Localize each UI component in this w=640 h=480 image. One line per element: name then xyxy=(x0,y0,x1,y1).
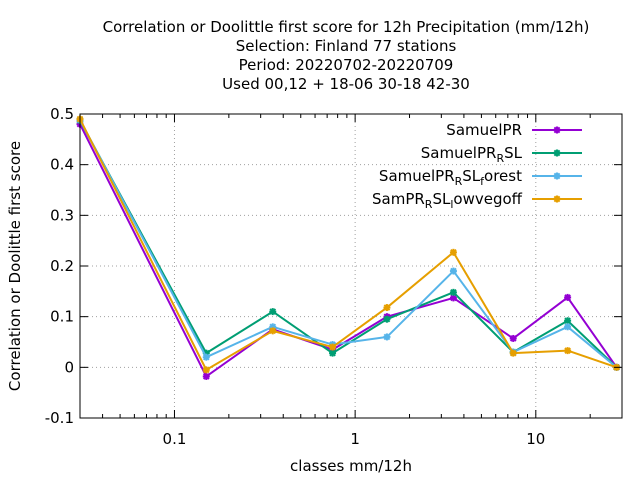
data-point xyxy=(449,288,457,296)
series-1 xyxy=(76,117,621,371)
series-line xyxy=(79,118,617,371)
series-3 xyxy=(76,115,621,374)
legend-label-part: SL xyxy=(462,167,481,185)
data-point xyxy=(564,293,572,301)
data-point xyxy=(269,308,277,316)
legend-label-part: R xyxy=(496,152,504,165)
grid xyxy=(80,113,622,419)
legend-item: SamuelPRRSLforest xyxy=(379,167,582,188)
data-point xyxy=(383,333,391,341)
data-point xyxy=(553,172,561,180)
x-axis-label: classes mm/12h xyxy=(290,457,412,475)
data-point xyxy=(553,149,561,157)
legend-label: SamuelPR xyxy=(446,121,522,139)
legend-label-part: SamuelPR xyxy=(379,167,455,185)
legend-item: SamuelPRRSL xyxy=(421,144,582,165)
title-line: Correlation or Doolittle first score for… xyxy=(103,18,590,36)
legend-label-part: R xyxy=(455,175,463,188)
y-axis-label: Correlation or Doolittle first score xyxy=(6,141,24,391)
y-tick-label: 0.3 xyxy=(50,206,74,224)
data-point xyxy=(202,366,210,374)
legend-label-part: R xyxy=(425,198,433,211)
y-tick-label: 0.5 xyxy=(50,105,74,123)
x-tick-label: 1 xyxy=(350,430,360,448)
x-tick-label: 10 xyxy=(526,430,545,448)
data-point xyxy=(449,248,457,256)
legend-label-part: orest xyxy=(484,167,522,185)
legend-label: SamPRRSLlowvegoff xyxy=(372,190,523,211)
y-tick-label: -0.1 xyxy=(45,409,74,427)
legend: SamuelPRSamuelPRRSLSamuelPRRSLforestSamP… xyxy=(372,121,582,211)
data-point xyxy=(553,195,561,203)
data-point xyxy=(383,315,391,323)
y-tick-label: 0.1 xyxy=(50,308,74,326)
legend-item: SamuelPR xyxy=(446,121,582,139)
data-point xyxy=(553,126,561,134)
title-line: Period: 20220702-20220709 xyxy=(239,56,454,74)
chart-title: Correlation or Doolittle first score for… xyxy=(103,18,590,93)
data-point xyxy=(564,323,572,331)
data-point xyxy=(202,372,210,380)
axis-ticks: -0.1 0 0.1 0.2 0.3 0.4 0.5 0.1 1 10 xyxy=(45,105,623,448)
series-2 xyxy=(76,116,621,371)
data-point xyxy=(269,327,277,335)
legend-label-part: f xyxy=(480,175,485,188)
x-tick-label: 0.1 xyxy=(163,430,187,448)
legend-label-part: l xyxy=(450,198,453,211)
data-point xyxy=(329,349,337,357)
data-point xyxy=(449,267,457,275)
legend-label-part: SamuelPR xyxy=(446,121,522,139)
data-point xyxy=(383,304,391,312)
legend-label: SamuelPRRSL xyxy=(421,144,523,165)
series-lines xyxy=(76,115,621,380)
y-tick-label: 0.4 xyxy=(50,156,74,174)
legend-label: SamuelPRRSLforest xyxy=(379,167,522,188)
legend-item: SamPRRSLlowvegoff xyxy=(372,190,582,211)
legend-label-part: owvegoff xyxy=(453,190,522,208)
y-tick-label: 0 xyxy=(64,358,74,376)
y-tick-label: 0.2 xyxy=(50,257,74,275)
legend-label-part: SamPR xyxy=(372,190,425,208)
data-point xyxy=(564,347,572,355)
data-point xyxy=(509,334,517,342)
title-line: Selection: Finland 77 stations xyxy=(236,37,457,55)
data-point xyxy=(564,317,572,325)
data-point xyxy=(329,343,337,351)
legend-label-part: SL xyxy=(504,144,523,162)
legend-label-part: SL xyxy=(432,190,451,208)
data-point xyxy=(509,349,517,357)
data-point xyxy=(202,353,210,361)
legend-label-part: SamuelPR xyxy=(421,144,497,162)
title-line: Used 00,12 + 18-06 30-18 42-30 xyxy=(222,75,470,93)
